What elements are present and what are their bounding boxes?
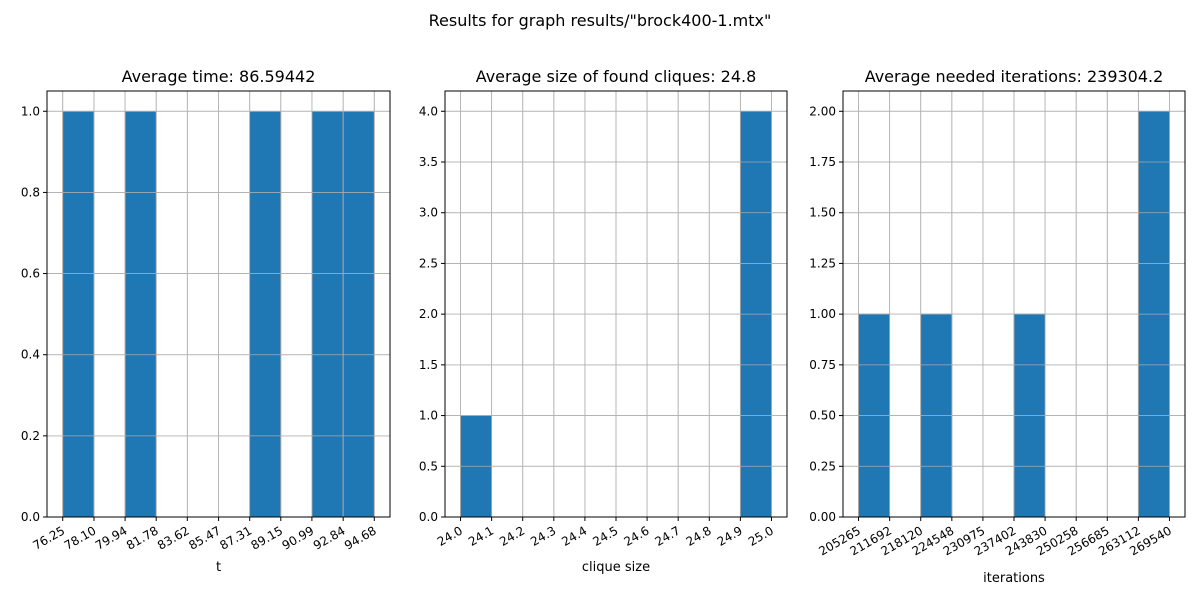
chart-panel-2: 0.00.51.01.52.02.53.03.54.024.0 24.1 24.2 2… xyxy=(419,67,788,575)
y-tick-label: 1.5 xyxy=(419,358,438,372)
y-tick-label: 1.75 xyxy=(809,155,836,169)
y-tick-label: 3.0 xyxy=(419,206,438,220)
chart-panel-1: 0.0 0.2 0.4 0.6 0.8 1.0 76.2578.1079.9481.7883… xyxy=(21,67,391,575)
x-tick-label: 87.31 xyxy=(217,523,254,552)
x-tick-label: 89.15 xyxy=(249,523,286,552)
y-tick-label: 0.0 xyxy=(419,510,438,524)
x-tick-label: 25.0 xyxy=(746,523,776,548)
y-tick-label: 0.5 xyxy=(419,459,438,473)
y-tick-label: 2.00 xyxy=(809,104,836,118)
y-tick-label: 1.00 xyxy=(809,307,836,321)
x-tick-label: 24.4 xyxy=(559,523,589,548)
x-tick-label: 24.3 xyxy=(528,523,558,548)
y-tick-label: 0.4 xyxy=(21,348,40,362)
x-tick-label: 24.8 xyxy=(684,523,714,548)
y-tick-label: 0.00 xyxy=(809,510,836,524)
x-tick-label: 24.1 xyxy=(466,523,496,548)
x-tick-label: 24.6 xyxy=(621,523,651,548)
x-tick-label: 78.10 xyxy=(62,523,99,552)
histogram-bar xyxy=(311,110,344,518)
x-tick-label: 24.0 xyxy=(435,523,465,548)
x-tick-label: 76.25 xyxy=(30,523,67,552)
x-tick-label: 92.84 xyxy=(311,523,348,552)
y-tick-label: 0.6 xyxy=(21,267,40,281)
y-tick-label: 1.0 xyxy=(21,104,40,118)
y-tick-label: 4.0 xyxy=(419,104,438,118)
x-tick-label: 24.9 xyxy=(715,523,745,548)
y-tick-label: 0.25 xyxy=(809,459,836,473)
x-axis-label: clique size xyxy=(582,560,650,575)
histogram-bar xyxy=(124,110,157,518)
x-tick-label: 83.62 xyxy=(155,523,192,552)
y-tick-label: 0.75 xyxy=(809,358,836,372)
chart-title: Average needed iterations: 239304.2 xyxy=(865,67,1164,86)
figure-suptitle: Results for graph results/"brock400-1.mt… xyxy=(429,11,772,30)
x-axis-label: iterations xyxy=(983,571,1045,586)
histogram-bar xyxy=(342,110,375,518)
y-tick-label: 1.25 xyxy=(809,256,836,270)
x-tick-label: 79.94 xyxy=(93,523,130,552)
x-tick-label: 81.78 xyxy=(124,523,161,552)
histogram-bar xyxy=(249,110,282,518)
y-tick-label: 3.5 xyxy=(419,155,438,169)
y-tick-label: 0.2 xyxy=(21,429,40,443)
histogram-bar xyxy=(62,110,95,518)
y-tick-label: 1.0 xyxy=(419,409,438,423)
y-tick-label: 0.0 xyxy=(21,510,40,524)
chart-title: Average size of found cliques: 24.8 xyxy=(476,67,757,86)
x-axis-label: t xyxy=(216,560,221,575)
chart-title: Average time: 86.59442 xyxy=(122,67,316,86)
x-tick-label: 90.99 xyxy=(280,523,317,552)
y-tick-label: 2.5 xyxy=(419,256,438,270)
y-tick-label: 0.8 xyxy=(21,185,40,199)
y-tick-label: 1.50 xyxy=(809,206,836,220)
chart-panel-3: 0.000.250.500.751.001.251.501.752.002052… xyxy=(809,67,1186,586)
y-tick-label: 0.50 xyxy=(809,409,836,423)
x-tick-label: 24.2 xyxy=(497,523,527,548)
x-tick-label: 94.68 xyxy=(342,523,379,552)
x-tick-label: 24.7 xyxy=(653,523,683,548)
x-tick-label: 24.5 xyxy=(590,523,620,548)
x-tick-label: 85.47 xyxy=(186,523,223,552)
y-tick-label: 2.0 xyxy=(419,307,438,321)
